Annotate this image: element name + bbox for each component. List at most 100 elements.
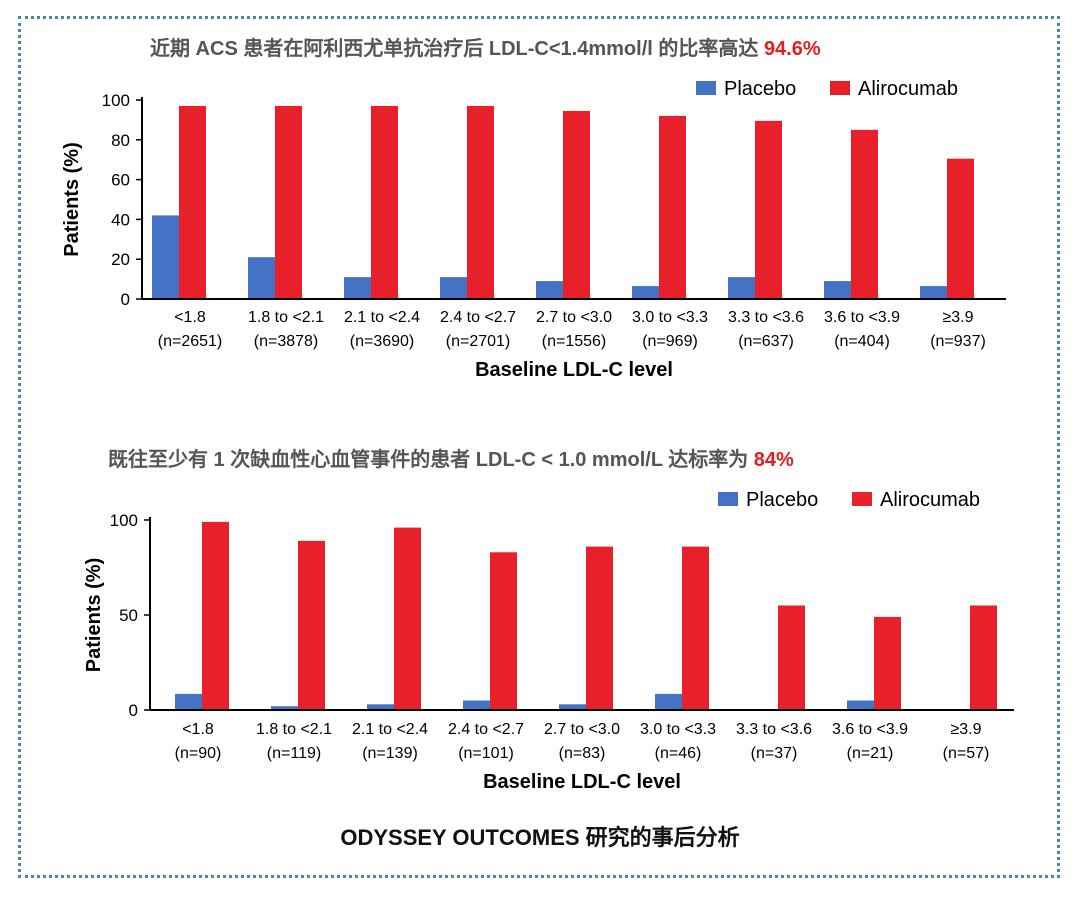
chart2-x-category-label: 2.7 to <3.0	[544, 721, 620, 738]
chart1-bar-alirocumab	[371, 105, 398, 299]
chart1-y-tick-label: 20	[111, 250, 130, 269]
chart1-x-category-label: 3.3 to <3.6	[728, 309, 804, 326]
chart1-x-category-label: 2.1 to <2.4	[344, 309, 420, 326]
chart2-legend-swatch-alirocumab	[852, 492, 872, 506]
chart2-bar-alirocumab	[202, 521, 229, 710]
chart1-bar-alirocumab	[275, 105, 302, 299]
chart2-bar-placebo	[847, 700, 874, 710]
chart1-bar-alirocumab	[947, 158, 974, 299]
chart1-x-category-label: ≥3.9	[942, 309, 973, 326]
chart1-x-n-label: (n=3878)	[254, 333, 319, 350]
dotted-frame	[18, 16, 1060, 878]
chart2-y-tick-label: 50	[119, 606, 138, 625]
chart2-x-category-label: 3.6 to <3.9	[832, 721, 908, 738]
chart1-bar-alirocumab	[179, 105, 206, 299]
chart1-bar-placebo	[920, 286, 947, 299]
chart1-x-axis-label: Baseline LDL-C level	[475, 359, 673, 381]
chart2-x-n-label: (n=46)	[655, 745, 702, 762]
footer-caption: ODYSSEY OUTCOMES 研究的事后分析	[340, 825, 740, 850]
chart1-bar-placebo	[152, 215, 179, 299]
chart1-bar-alirocumab	[563, 110, 590, 299]
chart1-bar-alirocumab	[659, 115, 686, 299]
chart2-bar-placebo	[271, 706, 298, 710]
chart1-legend-swatch-placebo	[696, 81, 716, 95]
chart1-bar-placebo	[248, 257, 275, 299]
chart2-x-n-label: (n=37)	[751, 745, 798, 762]
chart2-bar-alirocumab	[682, 546, 709, 710]
chart2-bar-alirocumab	[778, 605, 805, 710]
chart1-heading-text: 近期 ACS 患者在阿利西尤单抗治疗后 LDL-C<1.4mmol/l 的比率高…	[150, 38, 764, 60]
chart1-bar-placebo	[536, 281, 563, 299]
chart1-bar-alirocumab	[755, 120, 782, 299]
chart1-x-n-label: (n=3690)	[350, 333, 415, 350]
chart1-x-n-label: (n=1556)	[542, 333, 607, 350]
chart1-y-tick-label: 40	[111, 210, 130, 229]
chart2-x-category-label: 2.1 to <2.4	[352, 721, 428, 738]
chart2-x-n-label: (n=57)	[943, 745, 990, 762]
chart1-x-n-label: (n=937)	[930, 333, 986, 350]
chart2-bar-placebo	[655, 693, 682, 710]
chart2-heading: 既往至少有 1 次缺血性心血管事件的患者 LDL-C < 1.0 mmol/L …	[108, 443, 1080, 472]
chart2-bar-placebo	[559, 704, 586, 710]
chart1-legend-label-alirocumab: Alirocumab	[858, 78, 958, 100]
chart2-x-category-label: ≥3.9	[950, 721, 981, 738]
chart2-bar-alirocumab	[394, 527, 421, 710]
chart1-y-tick-label: 100	[102, 91, 130, 110]
chart2-x-n-label: (n=119)	[267, 745, 321, 762]
chart1-x-category-label: 1.8 to <2.1	[248, 309, 324, 326]
chart1-heading-highlight: 94.6%	[763, 38, 821, 60]
chart2-y-axis-label: Patients (%)	[83, 558, 105, 672]
chart2: 0 50 100 Patients (%) <1.8 (n=90) 1.8 to <2.1 (…	[83, 489, 1014, 793]
chart2-legend-label-alirocumab: Alirocumab	[880, 489, 980, 511]
chart2-x-n-label: (n=90)	[175, 745, 222, 762]
chart2-bar-alirocumab	[490, 552, 517, 710]
chart2-x-category-label: 1.8 to <2.1	[256, 721, 332, 738]
chart2-x-n-label: (n=21)	[847, 745, 894, 762]
chart1-bar-alirocumab	[467, 105, 494, 299]
chart2-bar-alirocumab	[874, 616, 901, 710]
chart2-x-n-label: (n=139)	[362, 745, 418, 762]
chart2-x-category-label: 3.0 to <3.3	[640, 721, 716, 738]
chart1-x-n-label: (n=404)	[834, 333, 890, 350]
chart2-bar-alirocumab	[298, 540, 325, 710]
chart2-heading-text: 既往至少有 1 次缺血性心血管事件的患者 LDL-C < 1.0 mmol/L …	[108, 449, 754, 471]
chart1-heading: 近期 ACS 患者在阿利西尤单抗治疗后 LDL-C<1.4mmol/l 的比率高…	[150, 32, 1080, 61]
chart1-x-n-label: (n=2701)	[446, 333, 511, 350]
chart1-y-tick-label: 80	[111, 131, 130, 150]
chart1-bar-placebo	[344, 277, 371, 299]
chart1-legend-swatch-alirocumab	[830, 81, 850, 95]
chart1-x-category-label: 3.0 to <3.3	[632, 309, 708, 326]
chart1-y-tick-label: 0	[121, 290, 130, 309]
chart2-x-category-label: 2.4 to <2.7	[448, 721, 524, 738]
chart1-x-category-label: <1.8	[174, 309, 206, 326]
chart2-legend-swatch-placebo	[718, 492, 738, 506]
chart1-bar-alirocumab	[851, 129, 878, 299]
chart2-x-n-label: (n=101)	[458, 745, 514, 762]
chart2-bar-alirocumab	[586, 546, 613, 710]
chart2-bar-placebo	[463, 700, 490, 710]
chart1-bar-placebo	[632, 286, 659, 299]
chart2-bar-placebo	[367, 704, 394, 710]
chart1-x-category-label: 2.4 to <2.7	[440, 309, 516, 326]
chart1-bar-placebo	[824, 281, 851, 299]
chart1-x-n-label: (n=637)	[738, 333, 794, 350]
chart2-legend-label-placebo: Placebo	[746, 489, 818, 511]
chart2-x-category-label: 3.3 to <3.6	[736, 721, 812, 738]
chart2-x-axis-label: Baseline LDL-C level	[483, 771, 681, 793]
chart1-bar-placebo	[728, 277, 755, 299]
chart2-bar-alirocumab	[970, 605, 997, 710]
chart1-y-axis-label: Patients (%)	[61, 142, 83, 256]
chart2-y-tick-label: 0	[129, 701, 138, 720]
chart2-x-category-label: <1.8	[182, 721, 214, 738]
chart1-x-category-label: 3.6 to <3.9	[824, 309, 900, 326]
chart1: 0 20 40 60 80 100 Patients (%) <1.8 (n=2651) 1.8 …	[61, 78, 1006, 381]
chart1-legend-label-placebo: Placebo	[724, 78, 796, 100]
chart2-y-tick-label: 100	[110, 511, 138, 530]
chart1-x-n-label: (n=969)	[642, 333, 698, 350]
chart2-heading-highlight: 84%	[753, 449, 794, 471]
chart2-x-n-label: (n=83)	[559, 745, 606, 762]
chart1-bar-placebo	[440, 277, 467, 299]
chart1-x-n-label: (n=2651)	[158, 333, 223, 350]
chart2-bar-placebo	[175, 693, 202, 710]
chart1-x-category-label: 2.7 to <3.0	[536, 309, 612, 326]
